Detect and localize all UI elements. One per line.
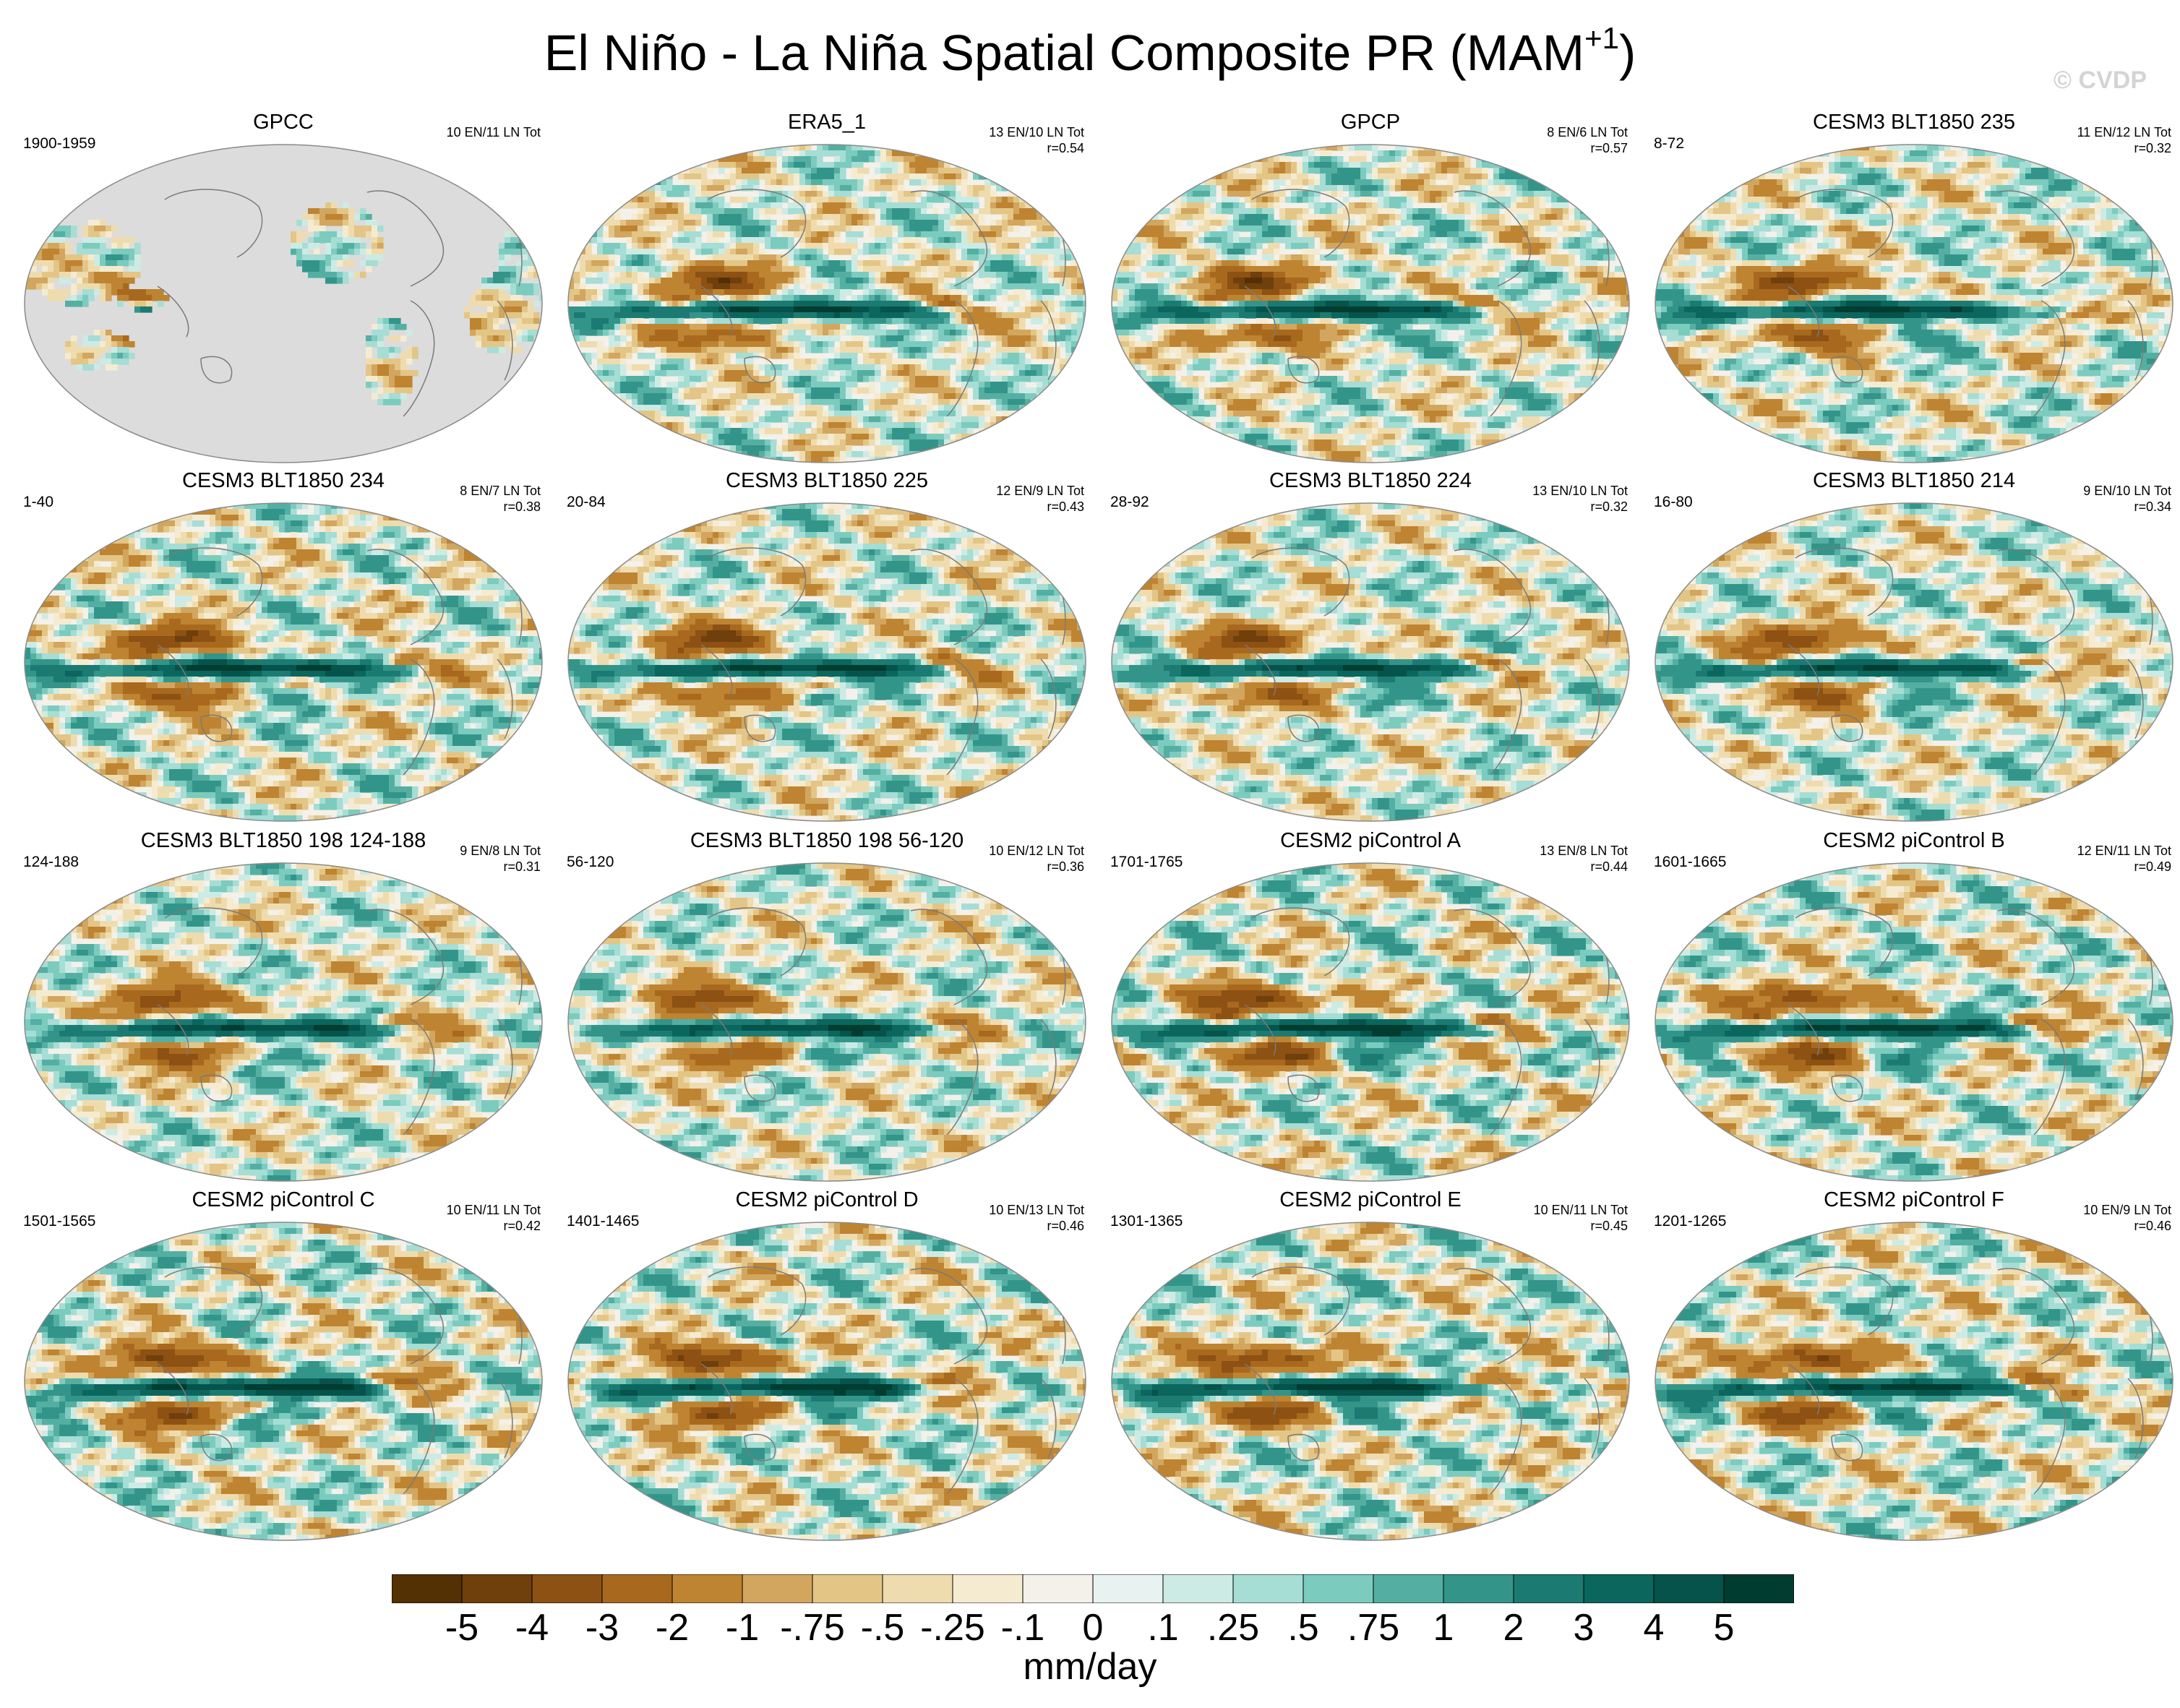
colorbar-tick-label: -4: [515, 1606, 549, 1649]
cvdp-watermark: © CVDP: [2054, 66, 2147, 95]
map-panel: CESM3 BLT1850 214 16-80 9 EN/10 LN Tot r=0.…: [1642, 468, 2180, 826]
map-panel: CESM2 piControl B 1601-1665 12 EN/11 LN To…: [1642, 828, 2180, 1186]
map-panel: ERA5_1 13 EN/10 LN Tot r=0.54: [555, 110, 1099, 468]
colorbar-swatch: [1163, 1574, 1233, 1603]
map-panel: CESM2 piControl E 1301-1365 10 EN/11 LN To…: [1099, 1188, 1642, 1545]
map-panel: CESM3 BLT1850 198 124-188 124-188 9 EN/8 L…: [12, 828, 555, 1186]
panel-event-count: 8 EN/7 LN Tot: [460, 483, 541, 499]
figure-title-close: ): [1619, 25, 1636, 81]
map-panel: CESM3 BLT1850 198 56-120 56-120 10 EN/12 L…: [555, 828, 1099, 1186]
panel-event-count: 9 EN/8 LN Tot: [460, 843, 541, 859]
colorbar-swatch: [392, 1574, 462, 1603]
panel-stats: 10 EN/11 LN Tot: [447, 124, 541, 140]
composite-map: [1651, 142, 2177, 465]
map-panel: CESM2 piControl D 1401-1465 10 EN/13 LN To…: [555, 1188, 1099, 1545]
colorbar-swatch: [1233, 1574, 1303, 1603]
panel-event-count: 8 EN/6 LN Tot: [1547, 124, 1628, 140]
colorbar-swatch: [1023, 1574, 1093, 1603]
figure-title-text: El Niño - La Niña Spatial Composite PR (…: [544, 25, 1584, 81]
colorbar-tick-label: 0: [1083, 1606, 1104, 1649]
composite-map: [564, 860, 1090, 1184]
panel-event-count: 9 EN/10 LN Tot: [2083, 483, 2171, 499]
map-panel: GPCC 1900-1959 10 EN/11 LN Tot: [12, 110, 555, 468]
colorbar-tick-label: -5: [445, 1606, 479, 1649]
colorbar-units: mm/day: [0, 1645, 2180, 1688]
map-panel: CESM3 BLT1850 224 28-92 13 EN/10 LN Tot r=0…: [1099, 468, 1642, 826]
colorbar-swatch: [1443, 1574, 1514, 1603]
panel-event-count: 10 EN/11 LN Tot: [1534, 1202, 1628, 1218]
colorbar-swatch: [672, 1574, 742, 1603]
panel-event-count: 10 EN/11 LN Tot: [447, 1202, 541, 1218]
composite-map: [1651, 1219, 2177, 1543]
composite-map: [20, 142, 546, 465]
colorbar-swatch: [953, 1574, 1023, 1603]
colorbar-swatch: [1093, 1574, 1163, 1603]
panel-event-count: 10 EN/11 LN Tot: [447, 124, 541, 140]
map-panel: CESM2 piControl F 1201-1265 10 EN/9 LN Tot…: [1642, 1188, 2180, 1545]
colorbar-swatch: [1373, 1574, 1443, 1603]
map-panel: CESM3 BLT1850 234 1-40 8 EN/7 LN Tot r=0.38: [12, 468, 555, 826]
colorbar-tick-label: 2: [1503, 1606, 1524, 1649]
panel-event-count: 13 EN/10 LN Tot: [1532, 483, 1628, 499]
panel-event-count: 12 EN/9 LN Tot: [996, 483, 1084, 499]
composite-map: [20, 500, 546, 824]
colorbar-swatch: [1654, 1574, 1724, 1603]
composite-map: [1107, 142, 1634, 465]
composite-map: [564, 1219, 1090, 1543]
composite-map: [1651, 860, 2177, 1184]
map-panel: CESM3 BLT1850 225 20-84 12 EN/9 LN Tot r=0.…: [555, 468, 1099, 826]
map-panel: CESM3 BLT1850 235 8-72 11 EN/12 LN Tot r=0.…: [1642, 110, 2180, 468]
colorbar-swatch: [1584, 1574, 1654, 1603]
composite-map: [564, 500, 1090, 824]
colorbar-labels: -5 -4 -3 -2 -1 -.75 -.5 -.25 -.1 0 .1 .25 .5 .75 1 2 3 4 5: [392, 1606, 1794, 1649]
panel-event-count: 10 EN/13 LN Tot: [989, 1202, 1084, 1218]
colorbar-tick-label: .25: [1207, 1606, 1259, 1649]
colorbar-tick-label: -.75: [780, 1606, 845, 1649]
colorbar-tick-label: -1: [726, 1606, 759, 1649]
figure-title-superscript: +1: [1584, 21, 1619, 55]
colorbar-tick-label: .75: [1347, 1606, 1399, 1649]
composite-map: [20, 1219, 546, 1543]
colorbar-swatch: [462, 1574, 532, 1603]
map-panel: CESM2 piControl A 1701-1765 13 EN/8 LN Tot…: [1099, 828, 1642, 1186]
panel-event-count: 10 EN/9 LN Tot: [2083, 1202, 2171, 1218]
colorbar-tick-label: .5: [1287, 1606, 1318, 1649]
colorbar-tick-label: -.1: [1001, 1606, 1045, 1649]
colorbar-tick-label: -2: [656, 1606, 689, 1649]
colorbar-tick-label: -3: [585, 1606, 619, 1649]
panel-event-count: 13 EN/8 LN Tot: [1540, 843, 1628, 859]
figure-title: El Niño - La Niña Spatial Composite PR (…: [0, 20, 2180, 85]
colorbar-tick-label: -.25: [920, 1606, 985, 1649]
composite-map: [1107, 860, 1634, 1184]
composite-map: [564, 142, 1090, 465]
colorbar-swatch: [742, 1574, 812, 1603]
map-panel: CESM2 piControl C 1501-1565 10 EN/11 LN To…: [12, 1188, 555, 1545]
composite-map: [1107, 1219, 1634, 1543]
colorbar-swatch: [532, 1574, 602, 1603]
composite-map: [20, 860, 546, 1184]
panel-event-count: 13 EN/10 LN Tot: [989, 124, 1084, 140]
colorbar-tick-label: 1: [1433, 1606, 1454, 1649]
composite-map: [1651, 500, 2177, 824]
colorbar-tick-label: .1: [1147, 1606, 1178, 1649]
colorbar-tick-label: 3: [1574, 1606, 1595, 1649]
colorbar-tick-label: 4: [1644, 1606, 1665, 1649]
panel-event-count: 10 EN/12 LN Tot: [989, 843, 1084, 859]
composite-map: [1107, 500, 1634, 824]
panel-event-count: 12 EN/11 LN Tot: [2077, 843, 2171, 859]
colorbar-swatch: [883, 1574, 953, 1603]
colorbar-swatch: [1303, 1574, 1373, 1603]
colorbar-tick-label: 5: [1714, 1606, 1735, 1649]
colorbar-swatch: [1724, 1574, 1794, 1603]
colorbar-tick-label: -.5: [861, 1606, 905, 1649]
colorbar: [392, 1574, 1794, 1603]
panel-event-count: 11 EN/12 LN Tot: [2077, 124, 2171, 140]
colorbar-swatch: [602, 1574, 672, 1603]
colorbar-swatch: [1514, 1574, 1584, 1603]
colorbar-swatch: [812, 1574, 883, 1603]
map-panel: GPCP 8 EN/6 LN Tot r=0.57: [1099, 110, 1642, 468]
